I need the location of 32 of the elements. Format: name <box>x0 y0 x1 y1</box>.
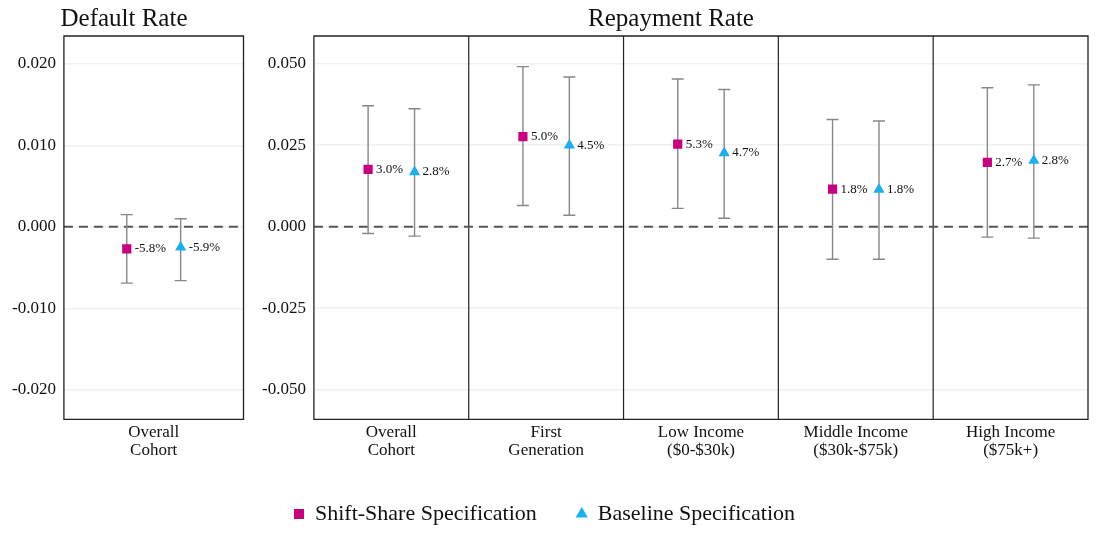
annotation: 3.0% <box>376 160 404 176</box>
y-tick-label: 0.000 <box>267 216 306 236</box>
y-tick-label: -0.025 <box>261 297 306 317</box>
y-tick-label: -0.010 <box>11 297 56 317</box>
annotation: -5.9% <box>188 238 221 254</box>
x-tick-label: Overall Cohort <box>128 421 180 459</box>
x-tick-label: First Generation <box>508 421 585 459</box>
annotation: 2.8% <box>1041 151 1070 167</box>
chart-title: Default Rate <box>60 3 188 31</box>
x-tick-label: High Income ($75k+) <box>965 421 1056 459</box>
x-tick-label: Low Income ($0-$30k) <box>657 421 745 459</box>
annotation: 4.7% <box>732 144 760 160</box>
y-tick-label: 0.050 <box>267 53 306 73</box>
y-tick-label: 0.010 <box>17 134 56 154</box>
annotation: 2.7% <box>995 153 1023 169</box>
y-tick-label: -0.020 <box>11 379 56 399</box>
y-tick-label: 0.020 <box>17 53 56 73</box>
annotation: 4.5% <box>577 136 605 152</box>
annotation: 1.8% <box>887 180 915 196</box>
annotation: -5.8% <box>134 240 167 256</box>
annotation: 5.3% <box>685 135 713 151</box>
y-tick-label: 0.000 <box>17 216 56 236</box>
x-tick-label: Middle Income ($30k-$75k) <box>803 421 908 459</box>
y-tick-label: 0.025 <box>267 134 306 154</box>
legend-label: Baseline Specification <box>597 499 796 525</box>
annotation: 5.0% <box>530 128 559 144</box>
annotation: 2.8% <box>422 163 450 179</box>
x-tick-label: Overall Cohort <box>365 421 418 459</box>
legend-label: Shift-Share Specification <box>315 499 537 525</box>
annotation: 1.8% <box>840 180 868 196</box>
y-tick-label: -0.050 <box>261 379 306 399</box>
chart-title: Repayment Rate <box>588 3 754 31</box>
